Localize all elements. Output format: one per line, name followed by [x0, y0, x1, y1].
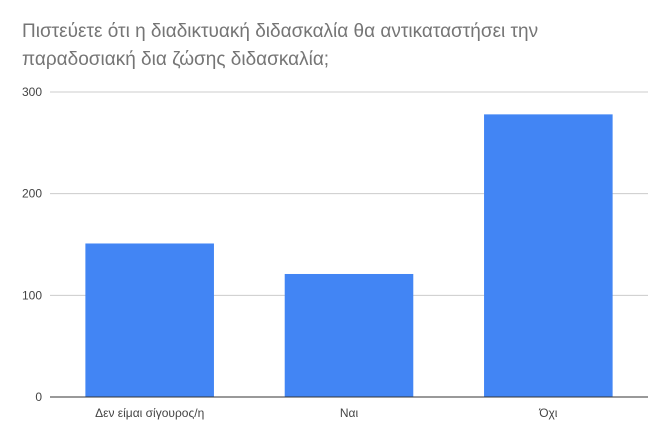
- y-tick-label: 200: [22, 187, 42, 201]
- y-tick-label: 0: [35, 390, 42, 404]
- bar-2: [284, 273, 414, 397]
- y-tick-label: 300: [22, 85, 42, 99]
- y-tick-label: 100: [22, 288, 42, 302]
- tick-labels: 0 100 200 300 Δεν είμαι σίγουρος/η Ναι Όχι: [22, 85, 558, 420]
- bar-3: [484, 114, 613, 397]
- bars: [85, 114, 613, 397]
- x-tick-label: Δεν είμαι σίγουρος/η: [95, 406, 204, 420]
- bar-1: [85, 243, 214, 397]
- x-tick-label: Όχι: [538, 406, 558, 420]
- x-tick-label: Ναι: [340, 406, 359, 420]
- chart-title: Πιστεύετε ότι η διαδικτυακή διδασκαλία θ…: [22, 21, 539, 70]
